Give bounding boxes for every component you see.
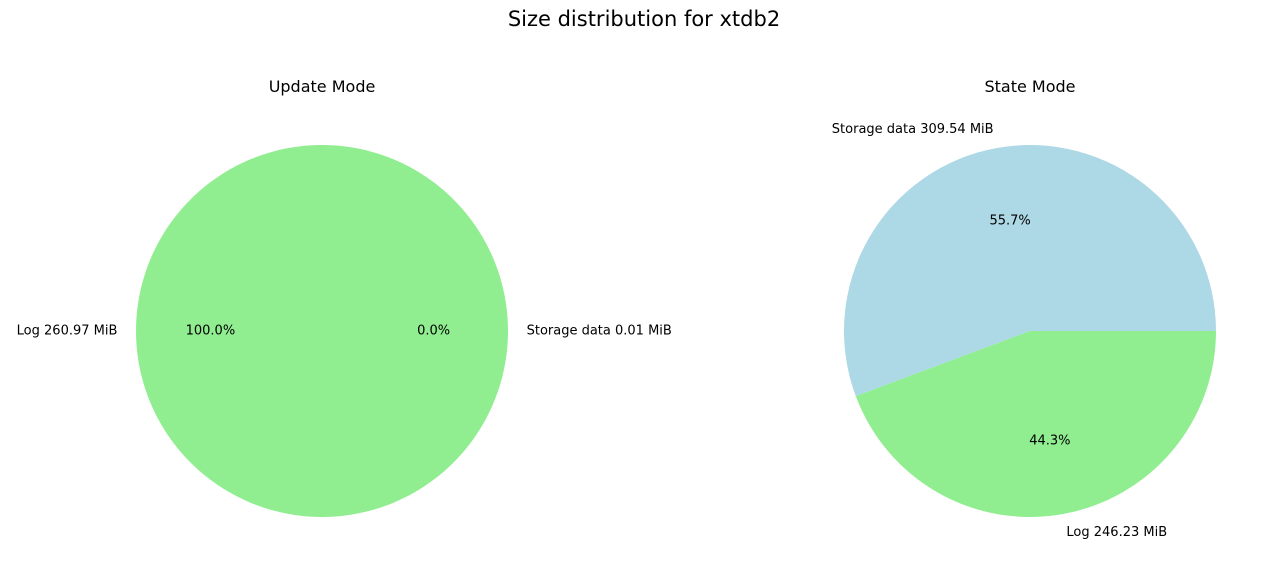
chart-title-state-mode: State Mode xyxy=(984,77,1075,96)
pie-labels-update-mode: Storage data 0.01 MiB 0.0% Log 260.97 MiB 1… xyxy=(17,323,672,338)
pie-label-state-mode-0: Storage data 309.54 MiB xyxy=(832,122,994,137)
pie-label-update-mode-1: Log 260.97 MiB xyxy=(17,324,118,339)
pie-label-state-mode-1: Log 246.23 MiB xyxy=(1066,525,1167,540)
pie-pct-state-mode-1: 44.3% xyxy=(1029,433,1070,448)
figure-title: Size distribution for xtdb2 xyxy=(508,7,780,31)
pie-pct-update-mode-0: 0.0% xyxy=(417,323,450,338)
pie-labels-state-mode: Storage data 309.54 MiB 55.7% Log 246.23 M… xyxy=(832,122,1167,540)
chart-title-update-mode: Update Mode xyxy=(269,77,376,96)
pie-chart-update-mode: Update Mode Storage data 0.01 MiB 0.0% Log… xyxy=(17,77,672,517)
pie-wedges-state-mode xyxy=(844,145,1216,518)
pie-slice-state-mode-1 xyxy=(855,331,1216,518)
pie-slice-state-mode-0 xyxy=(844,145,1216,397)
pie-pct-update-mode-1: 100.0% xyxy=(186,324,236,339)
pie-slice-update-mode-1 xyxy=(136,144,508,517)
pie-wedges-update-mode xyxy=(136,144,508,517)
pie-pct-state-mode-0: 55.7% xyxy=(989,214,1030,229)
pie-label-update-mode-0: Storage data 0.01 MiB xyxy=(527,323,672,338)
pie-chart-state-mode: State Mode Storage data 309.54 MiB 55.7% L… xyxy=(832,77,1216,540)
